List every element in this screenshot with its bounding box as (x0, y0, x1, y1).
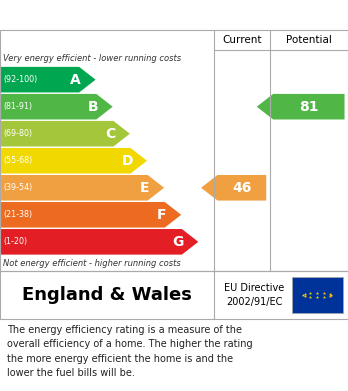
Text: B: B (87, 100, 98, 114)
Text: Current: Current (222, 35, 262, 45)
Text: (21-38): (21-38) (3, 210, 33, 219)
Text: G: G (173, 235, 184, 249)
Text: (39-54): (39-54) (3, 183, 33, 192)
Text: England & Wales: England & Wales (22, 286, 192, 304)
Text: (55-68): (55-68) (3, 156, 33, 165)
Polygon shape (1, 148, 147, 174)
Text: D: D (121, 154, 133, 168)
Text: 81: 81 (299, 100, 319, 114)
Polygon shape (201, 175, 266, 201)
Text: Potential: Potential (286, 35, 332, 45)
Text: A: A (70, 73, 81, 87)
Text: Not energy efficient - higher running costs: Not energy efficient - higher running co… (3, 259, 181, 268)
Polygon shape (257, 94, 345, 120)
Text: (81-91): (81-91) (3, 102, 33, 111)
Text: 46: 46 (232, 181, 252, 195)
Text: Energy Efficiency Rating: Energy Efficiency Rating (7, 7, 217, 23)
Text: Very energy efficient - lower running costs: Very energy efficient - lower running co… (3, 54, 182, 63)
Polygon shape (1, 94, 113, 120)
Text: E: E (140, 181, 149, 195)
Polygon shape (1, 121, 130, 147)
Text: F: F (157, 208, 166, 222)
Polygon shape (1, 67, 96, 92)
Polygon shape (1, 202, 181, 228)
Text: C: C (105, 127, 115, 141)
Polygon shape (1, 175, 164, 201)
Text: (69-80): (69-80) (3, 129, 33, 138)
Text: (1-20): (1-20) (3, 237, 27, 246)
Text: (92-100): (92-100) (3, 75, 38, 84)
Polygon shape (1, 229, 198, 255)
Text: The energy efficiency rating is a measure of the
overall efficiency of a home. T: The energy efficiency rating is a measur… (7, 325, 253, 378)
Text: EU Directive
2002/91/EC: EU Directive 2002/91/EC (224, 283, 284, 307)
Bar (292, 277, 343, 313)
